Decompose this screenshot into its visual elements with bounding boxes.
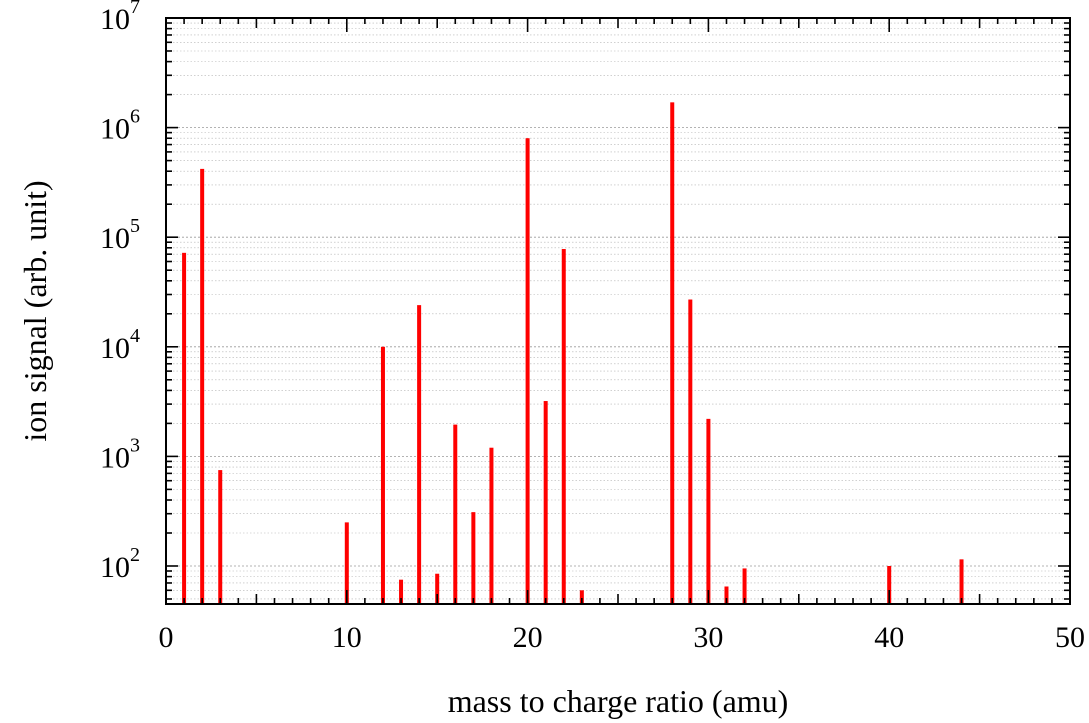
bar-mz-22 <box>561 249 566 604</box>
bar-mz-10 <box>344 522 349 604</box>
x-tick-label: 30 <box>693 621 723 654</box>
bar-mz-23 <box>579 590 584 604</box>
bars-series <box>182 102 964 605</box>
y-tick-labels: 102 103 104 105 106 107 <box>100 0 140 584</box>
bar-mz-32 <box>742 568 747 604</box>
bar-mz-2 <box>200 168 205 605</box>
bar-mz-31 <box>724 586 729 604</box>
y-tick-label: 103 <box>100 434 140 474</box>
bar-mz-1 <box>182 252 187 604</box>
y-tick-label: 104 <box>100 325 140 365</box>
bar-mz-3 <box>218 470 223 604</box>
bar-mz-44 <box>959 559 964 604</box>
bar-mz-15 <box>435 573 440 604</box>
x-tick-label: 10 <box>332 621 362 654</box>
bar-mz-16 <box>453 424 458 604</box>
bar-mz-18 <box>489 447 494 604</box>
bar-mz-17 <box>471 512 476 604</box>
plot-frame <box>165 17 1071 605</box>
bar-mz-29 <box>688 299 693 604</box>
bar-mz-21 <box>543 401 548 604</box>
bar-mz-30 <box>706 418 711 604</box>
x-tick-label: 0 <box>159 621 174 654</box>
axis-ticks <box>165 17 1071 604</box>
y-tick-label: 107 <box>100 0 140 36</box>
bar-mz-14 <box>417 305 422 604</box>
bar-mz-13 <box>399 579 404 604</box>
bar-mz-12 <box>380 346 385 604</box>
bar-mz-20 <box>525 138 530 604</box>
x-tick-label: 50 <box>1055 621 1085 654</box>
y-axis-label: ion signal (arb. unit) <box>17 180 53 441</box>
bar-mz-28 <box>670 102 675 604</box>
grid-lines <box>166 17 1070 600</box>
bar-mz-40 <box>887 565 892 604</box>
x-tick-label: 20 <box>513 621 543 654</box>
x-tick-labels: 0 10 20 30 40 50 <box>159 621 1086 654</box>
y-tick-label: 102 <box>100 544 140 584</box>
y-tick-label: 106 <box>100 106 140 146</box>
y-tick-label: 105 <box>100 215 140 255</box>
x-axis-label: mass to charge ratio (amu) <box>448 683 789 719</box>
x-tick-label: 40 <box>874 621 904 654</box>
